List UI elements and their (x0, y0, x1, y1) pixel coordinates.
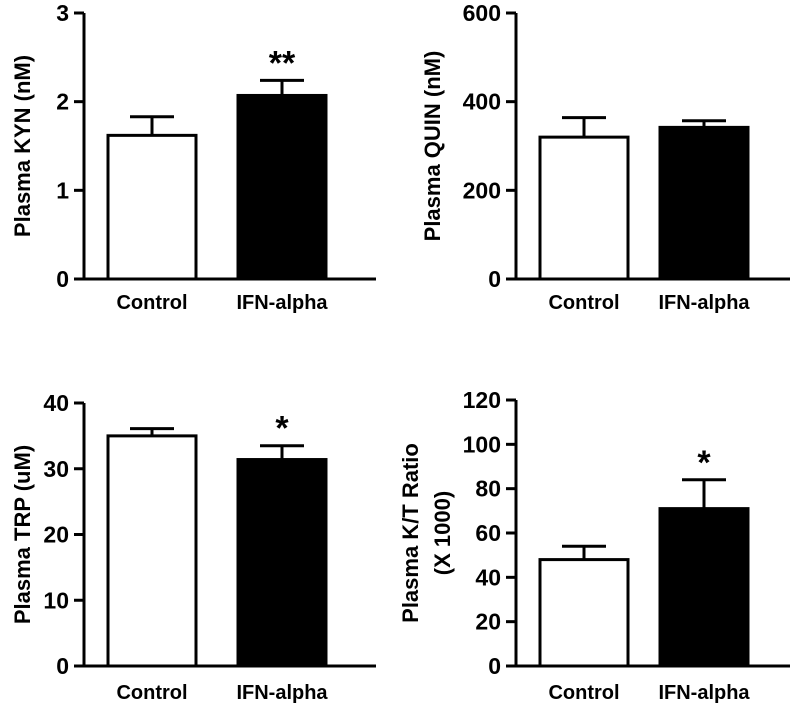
significance-marker: ** (269, 44, 296, 82)
bar-ifn-alpha (236, 458, 328, 668)
bar-ifn-alpha (658, 507, 750, 668)
x-category-label: Control (116, 292, 187, 314)
y-tick-label: 100 (463, 431, 501, 457)
significance-marker: * (275, 410, 289, 448)
bar-control (538, 135, 630, 281)
y-tick-label: 2 (56, 89, 69, 115)
y-axis-label: (X 1000) (430, 491, 455, 575)
y-tick-label: 40 (475, 564, 501, 590)
y-tick-label: 80 (475, 476, 501, 502)
y-tick-label: 400 (463, 89, 501, 115)
chart-2: 0 200 400 600 Control IFN-alpha Plasma QUIN (n… (420, 0, 790, 314)
bar-ifn-alpha (658, 125, 750, 281)
x-category-label: Control (548, 292, 619, 314)
y-tick-label: 200 (463, 177, 501, 203)
bar-control (106, 133, 198, 281)
bar-ifn-alpha (236, 93, 328, 281)
y-axis-label: Plasma KYN (nM) (10, 55, 35, 237)
x-category-label: IFN-alpha (236, 292, 328, 314)
significance-marker: * (697, 444, 711, 482)
x-category-label: IFN-alpha (658, 292, 750, 314)
y-tick-label: 3 (56, 0, 69, 26)
y-tick-label: 120 (463, 387, 501, 413)
y-tick-label: 0 (488, 653, 501, 679)
y-axis-label: Plasma TRP (uM) (10, 445, 35, 624)
y-tick-label: 20 (475, 609, 501, 635)
x-category-label: Control (116, 682, 187, 704)
chart-3: 0 10 20 30 40 Control * IFN-alpha Plasma TRP (uM… (10, 390, 376, 704)
y-axis-label: Plasma K/T Ratio (398, 443, 423, 623)
x-category-label: IFN-alpha (658, 682, 750, 704)
y-tick-label: 60 (475, 520, 501, 546)
bar-control (106, 434, 198, 668)
y-tick-label: 0 (56, 266, 69, 292)
y-tick-label: 600 (463, 0, 501, 26)
y-axis-label: Plasma QUIN (nM) (420, 51, 445, 242)
y-tick-label: 40 (43, 390, 69, 416)
y-tick-label: 20 (43, 522, 69, 548)
bar-control (538, 558, 630, 668)
chart-4: 0 20 40 60 80 100 120 Control * IFN-alpha Plasma K… (398, 387, 790, 704)
chart-1: 0 1 2 3 Control ** IFN-alpha Plasma KYN (nM) (10, 0, 376, 314)
x-category-label: IFN-alpha (236, 682, 328, 704)
x-category-label: Control (548, 682, 619, 704)
y-tick-label: 1 (56, 177, 69, 203)
y-tick-label: 30 (43, 456, 69, 482)
y-tick-label: 0 (56, 653, 69, 679)
y-tick-label: 0 (488, 266, 501, 292)
y-tick-label: 10 (43, 587, 69, 613)
